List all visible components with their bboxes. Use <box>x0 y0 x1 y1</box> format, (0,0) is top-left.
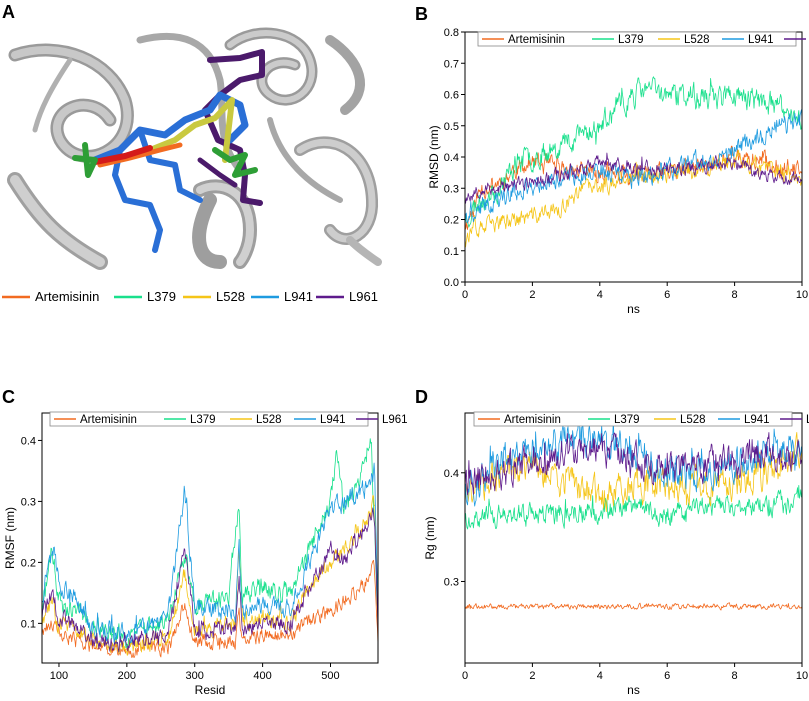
panel-label-c: C <box>2 387 15 407</box>
y-tick-label-c-1: 0.2 <box>21 557 36 569</box>
legend-a-label-artemisinin: Artemisinin <box>35 289 99 304</box>
y-axis-label-b: RMSD (nm) <box>427 125 441 188</box>
x-axis-label-b: ns <box>627 302 640 316</box>
legend-label-c-artemisinin: Artemisinin <box>80 414 137 426</box>
legend-label-c-l379: L379 <box>190 414 216 426</box>
molecule-legend: Artemisinin L379 L528 L941 L961 <box>2 289 378 304</box>
y-axis-label-d: Rg (nm) <box>423 516 437 559</box>
y-tick-label-c-3: 0.4 <box>21 435 36 447</box>
y-tick-label-b-1: 0.1 <box>444 246 459 258</box>
y-tick-label-c-0: 0.1 <box>21 618 36 630</box>
ligand-sticks <box>72 49 265 253</box>
ligand-stick-4 <box>147 97 235 163</box>
y-tick-label-c-2: 0.3 <box>21 496 36 508</box>
series-line-d-artemisinin <box>465 602 802 611</box>
rmsf-chart: 100 200 300 400 500 0.1 0.2 0.3 0.4 Resid RMSF (nm… <box>3 411 408 697</box>
series-line-c-l379 <box>42 438 378 649</box>
chart-c-series-group <box>42 438 378 658</box>
y-tick-label-b-7: 0.7 <box>444 58 459 70</box>
x-tick-label-d-1: 2 <box>529 670 535 682</box>
series-line-d-l379 <box>465 484 802 530</box>
rg-chart: 0 2 4 6 8 10 0.3 0.4 ns Rg (nm) Artemisinin L379 L52… <box>423 411 809 697</box>
series-line-c-l961 <box>42 507 378 653</box>
x-tick-label-c-3: 400 <box>253 670 271 682</box>
legend-label-b-l941: L941 <box>748 34 774 46</box>
legend-a-label-l961: L961 <box>349 289 378 304</box>
x-tick-label-b-3: 6 <box>664 289 670 301</box>
protein-ribbons <box>7 27 382 270</box>
legend-label-c-l941: L941 <box>320 414 346 426</box>
panel-label-b: B <box>415 4 428 24</box>
x-tick-label-b-2: 4 <box>597 289 603 301</box>
series-line-c-l528 <box>42 495 378 656</box>
ligand-stick-9 <box>197 157 238 188</box>
x-tick-label-c-4: 500 <box>321 670 339 682</box>
x-tick-label-c-2: 300 <box>186 670 204 682</box>
legend-label-d-l961: L961 <box>806 414 809 426</box>
panel-label-d: D <box>415 387 428 407</box>
y-tick-label-b-2: 0.2 <box>444 215 459 227</box>
x-tick-label-d-4: 8 <box>732 670 738 682</box>
legend-label-d-l528: L528 <box>680 414 706 426</box>
ligand-stick-6 <box>92 145 153 165</box>
legend-label-c-l961: L961 <box>382 414 408 426</box>
x-tick-label-b-4: 8 <box>732 289 738 301</box>
legend-a-label-l528: L528 <box>216 289 245 304</box>
series-line-c-l941 <box>42 462 378 645</box>
ligand-stick-5 <box>97 142 183 168</box>
y-tick-label-b-5: 0.5 <box>444 121 459 133</box>
legend-label-d-l379: L379 <box>614 414 640 426</box>
series-line-b-l379 <box>465 76 802 228</box>
legend-label-b-l528: L528 <box>684 34 710 46</box>
x-axis-label-d: ns <box>627 683 640 697</box>
molecule-panel <box>7 25 382 270</box>
panel-label-a: A <box>2 2 15 22</box>
x-tick-label-d-0: 0 <box>462 670 468 682</box>
legend-a-label-l379: L379 <box>147 289 176 304</box>
rmsd-chart: 0 2 4 6 8 10 0.0 0.1 0.2 0.3 0.4 0.5 0.6 0.7 0.8 ns RMSD… <box>427 27 808 316</box>
legend-label-c-l528: L528 <box>256 414 282 426</box>
series-line-b-l961 <box>465 152 802 204</box>
y-tick-label-b-4: 0.4 <box>444 152 459 164</box>
y-tick-label-b-0: 0.0 <box>444 277 459 289</box>
ligand-stick-1 <box>91 91 249 164</box>
plot-frame-b <box>464 31 803 283</box>
x-tick-label-b-1: 2 <box>529 289 535 301</box>
legend-label-d-l941: L941 <box>744 414 770 426</box>
x-tick-label-c-1: 200 <box>118 670 136 682</box>
x-tick-label-c-0: 100 <box>50 670 68 682</box>
x-tick-label-d-5: 10 <box>796 670 808 682</box>
x-tick-label-b-5: 10 <box>796 289 808 301</box>
legend-label-b-artemisinin: Artemisinin <box>508 34 565 46</box>
ligand-stick-7 <box>72 142 98 178</box>
legend-label-d-artemisinin: Artemisinin <box>504 414 561 426</box>
series-line-d-l528 <box>465 431 802 513</box>
y-tick-label-d-0: 0.3 <box>444 576 459 588</box>
y-tick-label-d-1: 0.4 <box>444 468 459 480</box>
chart-d-series-group <box>465 418 802 611</box>
legend-a-label-l941: L941 <box>284 289 313 304</box>
series-line-d-l961 <box>465 432 802 496</box>
series-line-c-artemisinin <box>42 559 378 658</box>
legend-label-b-l379: L379 <box>618 34 644 46</box>
y-axis-label-c: RMSF (nm) <box>3 507 17 569</box>
chart-b-series-group <box>465 76 802 248</box>
y-tick-label-b-6: 0.6 <box>444 90 459 102</box>
x-tick-label-d-2: 4 <box>597 670 603 682</box>
ligand-stick-8 <box>212 147 258 178</box>
ligand-stick-2 <box>112 147 163 253</box>
series-line-b-l941 <box>465 109 802 224</box>
x-tick-label-b-0: 0 <box>462 289 468 301</box>
y-tick-label-b-3: 0.3 <box>444 183 459 195</box>
y-tick-label-b-8: 0.8 <box>444 27 459 39</box>
x-tick-label-d-3: 6 <box>664 670 670 682</box>
x-axis-label-c: Resid <box>195 683 226 697</box>
